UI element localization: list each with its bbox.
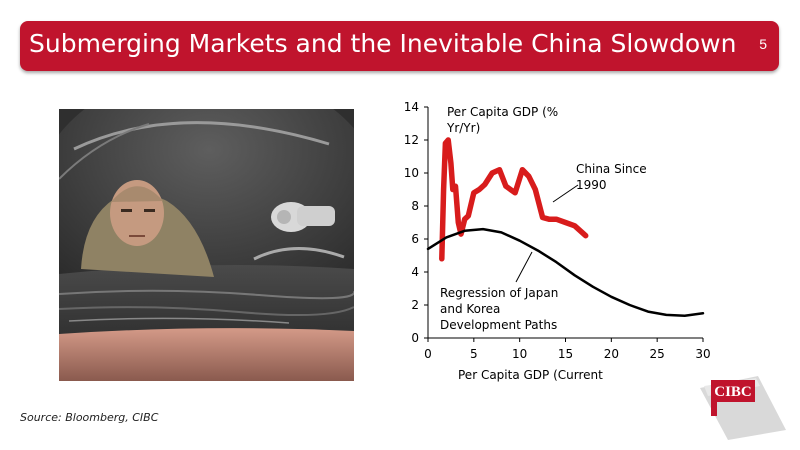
- y-tick-label: 2: [411, 298, 419, 312]
- x-tick-label: 15: [558, 347, 573, 361]
- gdp-chart: 0 2 4 6 8 10 12 14 0 5 10 15 20 25 30 Per Capita GDP (C…: [360, 92, 720, 386]
- chart-svg: 0 2 4 6 8 10 12 14 0 5 10 15 20 25 30 Per Capita GDP (C…: [404, 100, 711, 382]
- y-tick-label: 10: [404, 166, 419, 180]
- submarine-photo: [59, 109, 354, 381]
- china-series-line: [439, 137, 589, 262]
- y-tick-label: 8: [411, 199, 419, 213]
- x-tick-label: 10: [512, 347, 527, 361]
- regression-series-line: [426, 227, 705, 317]
- slide-title: Submerging Markets and the Inevitable Ch…: [29, 29, 737, 58]
- y-axis-title-annotation-line: Per Capita GDP (%: [447, 105, 558, 119]
- x-tick-label: 25: [650, 347, 665, 361]
- x-tick-label: 5: [470, 347, 478, 361]
- x-tick-label: 20: [604, 347, 619, 361]
- logo-text: CIBC: [714, 384, 752, 400]
- china-annotation-line: 1990: [576, 178, 607, 192]
- y-tick-label: 12: [404, 133, 419, 147]
- slide-number: 5: [759, 36, 767, 52]
- y-tick-label: 4: [411, 265, 419, 279]
- y-axis-title-annotation-line: Yr/Yr): [446, 121, 480, 135]
- china-annotation-line: China Since: [576, 162, 647, 176]
- x-tick-label: 0: [424, 347, 432, 361]
- cibc-logo: CIBC: [700, 376, 786, 440]
- y-tick-label: 0: [411, 331, 419, 345]
- title-bar: Submerging Markets and the Inevitable Ch…: [20, 21, 779, 71]
- x-axis-label: Per Capita GDP (Current: [458, 368, 603, 382]
- regression-annotation-arrow: [515, 251, 533, 283]
- regression-annotation-line: Regression of Japan: [440, 286, 558, 300]
- source-note: Source: Bloomberg, CIBC: [20, 411, 159, 424]
- regression-annotation-line: Development Paths: [440, 318, 557, 332]
- y-tick-label: 6: [411, 232, 419, 246]
- y-tick-label: 14: [404, 100, 419, 114]
- regression-annotation-line: and Korea: [440, 302, 500, 316]
- china-annotation-arrow: [552, 184, 579, 203]
- x-tick-label: 30: [695, 347, 710, 361]
